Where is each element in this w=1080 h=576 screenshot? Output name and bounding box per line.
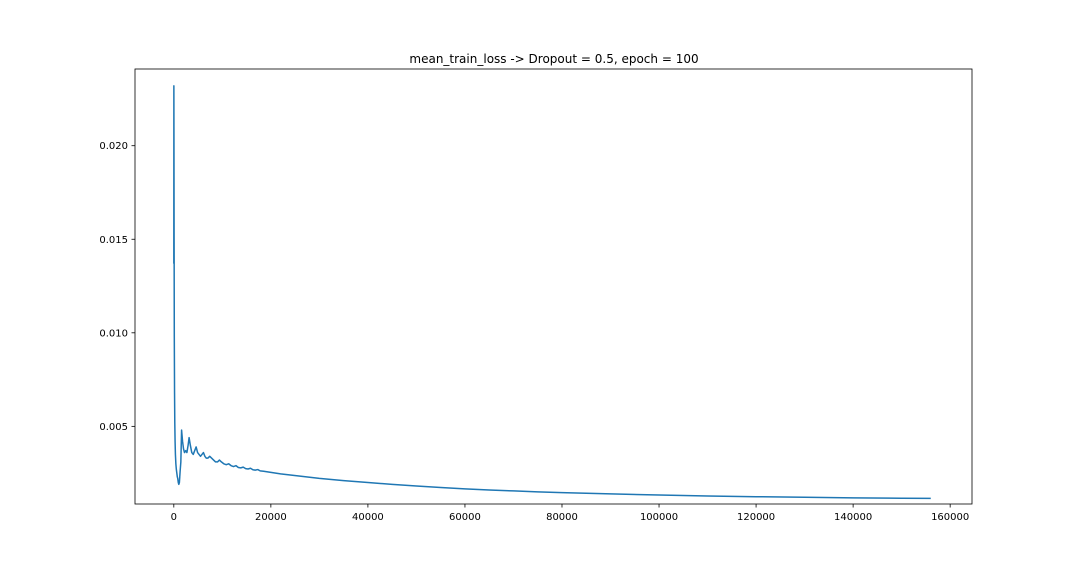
x-tick-label: 160000	[931, 512, 969, 523]
x-tick-label: 40000	[352, 512, 384, 523]
x-axis: 0 20000 40000 60000 80000 100000 120000 140000 1…	[171, 504, 969, 523]
y-tick-label: 0.015	[99, 235, 128, 246]
y-axis: 0.005 0.010 0.015 0.020	[99, 141, 135, 433]
series-line	[173, 85, 931, 500]
plot-frame	[134, 68, 973, 505]
x-tick-label: 60000	[449, 512, 481, 523]
y-tick-label: 0.020	[99, 141, 128, 152]
x-tick-label: 0	[171, 512, 177, 523]
y-tick-label: 0.010	[99, 328, 128, 339]
x-tick-label: 100000	[640, 512, 678, 523]
y-tick-label: 0.005	[99, 422, 128, 433]
x-tick-label: 80000	[546, 512, 578, 523]
x-tick-label: 140000	[834, 512, 872, 523]
x-tick-label: 120000	[737, 512, 775, 523]
chart-title: mean_train_loss -> Dropout = 0.5, epoch …	[409, 52, 698, 66]
x-tick-label: 20000	[255, 512, 287, 523]
